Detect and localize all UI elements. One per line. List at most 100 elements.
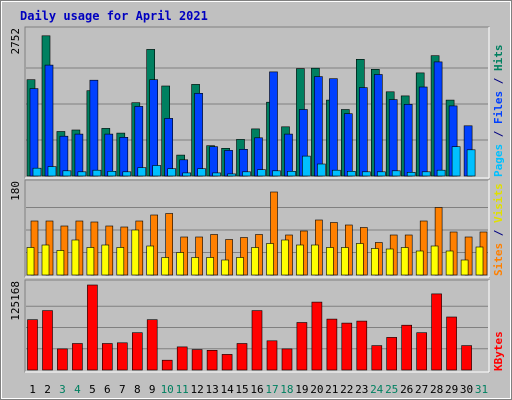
bar-visits-day-13 bbox=[210, 234, 218, 276]
bar-kbytes-day-12 bbox=[191, 349, 203, 371]
x-tick-label: 3 bbox=[59, 383, 66, 396]
bar-kbytes-day-9 bbox=[146, 319, 158, 371]
legend-part: Pages bbox=[492, 144, 505, 177]
bar-files-day-27 bbox=[418, 86, 428, 177]
bar-pages-day-29 bbox=[451, 146, 461, 177]
bar-sites-day-18 bbox=[281, 239, 289, 276]
bar-kbytes-day-27 bbox=[416, 332, 428, 371]
bar-kbytes-day-17 bbox=[266, 340, 278, 371]
bar-files-day-6 bbox=[104, 133, 114, 177]
bar-sites-day-30 bbox=[460, 259, 469, 276]
bar-files-day-1 bbox=[29, 88, 39, 177]
panel-3: 125168 KBytes bbox=[9, 279, 505, 373]
bar-kbytes-day-30 bbox=[461, 345, 472, 371]
legend-part: Visits bbox=[492, 183, 505, 223]
bar-pages-day-27 bbox=[421, 171, 431, 177]
bar-files-day-10 bbox=[164, 118, 173, 177]
bar-pages-day-20 bbox=[317, 163, 326, 177]
bar-pages-day-22 bbox=[346, 171, 356, 177]
bar-kbytes-day-28 bbox=[431, 293, 442, 371]
x-tick-label: 14 bbox=[220, 383, 234, 396]
bar-sites-day-29 bbox=[445, 250, 454, 276]
legend-part: Sites bbox=[492, 243, 505, 276]
legend-label: KBytes bbox=[492, 331, 505, 371]
bar-pages-day-16 bbox=[257, 169, 266, 177]
bar-sites-day-22 bbox=[340, 247, 349, 276]
bar-files-day-24 bbox=[373, 74, 383, 177]
bar-files-day-28 bbox=[433, 61, 443, 177]
bar-pages-day-5 bbox=[92, 169, 102, 177]
bar-files-day-21 bbox=[329, 78, 338, 177]
legend-part: Files bbox=[492, 91, 505, 124]
bar-pages-day-10 bbox=[167, 168, 176, 177]
panel-1: 2752 Pages / Files / Hits bbox=[9, 26, 505, 179]
x-tick-label: 13 bbox=[205, 383, 218, 396]
bar-pages-day-17 bbox=[272, 170, 281, 177]
bar-sites-day-23 bbox=[355, 243, 364, 276]
bar-sites-day-11 bbox=[176, 252, 184, 276]
bar-files-day-2 bbox=[44, 64, 54, 177]
x-tick-label: 2 bbox=[44, 383, 51, 396]
bar-kbytes-day-21 bbox=[326, 318, 338, 371]
bar-kbytes-day-29 bbox=[446, 316, 457, 371]
bar-kbytes-day-18 bbox=[281, 348, 293, 371]
bar-sites-day-5 bbox=[86, 247, 95, 276]
bar-pages-day-21 bbox=[332, 169, 341, 177]
x-tick-label: 17 bbox=[265, 383, 278, 396]
x-tick-label: 31 bbox=[475, 383, 488, 396]
legend-label: Pages / Files / Hits bbox=[492, 45, 505, 178]
legend-part: / bbox=[492, 71, 505, 91]
bar-pages-day-8 bbox=[137, 167, 147, 177]
bar-kbytes-day-15 bbox=[236, 343, 248, 371]
bar-visits-day-28 bbox=[434, 207, 443, 276]
bar-files-day-9 bbox=[149, 79, 158, 177]
bar-kbytes-day-25 bbox=[386, 337, 398, 371]
bar-kbytes-day-3 bbox=[57, 348, 68, 371]
x-tick-label: 6 bbox=[104, 383, 111, 396]
x-tick-label: 19 bbox=[295, 383, 308, 396]
x-tick-label: 26 bbox=[400, 383, 413, 396]
x-tick-label: 1 bbox=[29, 383, 36, 396]
bar-files-day-20 bbox=[314, 76, 323, 177]
bar-files-day-17 bbox=[269, 71, 278, 177]
bar-kbytes-day-26 bbox=[401, 324, 413, 371]
bar-kbytes-day-5 bbox=[87, 284, 98, 371]
x-tick-label: 29 bbox=[445, 383, 458, 396]
bar-sites-day-15 bbox=[236, 257, 244, 276]
bar-files-day-5 bbox=[89, 79, 99, 177]
bar-files-day-13 bbox=[209, 146, 218, 177]
bar-kbytes-day-1 bbox=[27, 319, 38, 371]
bar-files-day-12 bbox=[194, 93, 203, 177]
bar-pages-day-3 bbox=[62, 170, 72, 177]
bar-files-day-7 bbox=[119, 137, 129, 177]
y-max-label: 2752 bbox=[9, 28, 22, 55]
bar-kbytes-day-22 bbox=[341, 322, 353, 371]
bar-sites-day-8 bbox=[131, 229, 140, 276]
bar-pages-day-28 bbox=[436, 169, 446, 177]
bar-sites-day-17 bbox=[266, 243, 274, 276]
x-tick-label: 30 bbox=[460, 383, 473, 396]
x-tick-label: 12 bbox=[190, 383, 203, 396]
series-kbytes bbox=[27, 284, 472, 371]
bar-kbytes-day-4 bbox=[72, 343, 83, 371]
bar-files-day-4 bbox=[74, 133, 84, 177]
bar-pages-day-1 bbox=[32, 167, 42, 177]
x-tick-label: 15 bbox=[235, 383, 248, 396]
x-tick-label: 25 bbox=[385, 383, 398, 396]
bar-sites-day-12 bbox=[191, 257, 199, 276]
bar-sites-day-19 bbox=[296, 244, 304, 276]
x-tick-label: 20 bbox=[310, 383, 323, 396]
bar-sites-day-20 bbox=[311, 244, 319, 276]
bar-files-day-18 bbox=[284, 133, 293, 177]
bar-kbytes-day-19 bbox=[296, 322, 308, 371]
bar-kbytes-day-10 bbox=[161, 359, 173, 371]
x-tick-label: 11 bbox=[176, 383, 189, 396]
bar-files-day-3 bbox=[59, 135, 69, 177]
bar-visits-day-17 bbox=[270, 191, 278, 276]
bar-kbytes-day-8 bbox=[132, 332, 143, 371]
bar-kbytes-day-11 bbox=[176, 346, 188, 371]
bar-files-day-8 bbox=[134, 106, 144, 177]
bar-visits-day-15 bbox=[240, 237, 248, 276]
